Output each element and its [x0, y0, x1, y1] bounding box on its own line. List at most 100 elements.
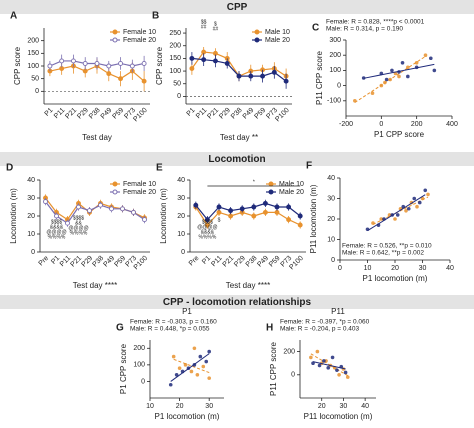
legend-marker [112, 29, 118, 35]
x-tick-label: 0 [338, 265, 342, 272]
point [383, 80, 387, 85]
stat-text: Female: R = 0.526, **p = 0.010 [342, 243, 432, 250]
y-tick-label: 20 [327, 216, 335, 223]
x-tick-label: 400 [446, 121, 458, 128]
legend-marker [254, 37, 260, 43]
point [106, 63, 112, 69]
point [426, 192, 430, 197]
point [393, 217, 397, 221]
point [335, 368, 339, 372]
point [404, 209, 408, 213]
point [397, 74, 401, 79]
y-axis-label: P11 locomotion (m) [309, 184, 318, 253]
x-tick-label: 30 [205, 403, 213, 410]
x-tick-label: 10 [146, 403, 154, 410]
x-tick-label: P49 [100, 107, 114, 121]
point [387, 213, 392, 217]
point [274, 209, 280, 215]
x-axis-label: Test day [82, 133, 112, 142]
x-tick-label: P1 [201, 255, 212, 266]
series-line [195, 202, 301, 221]
x-tick-label: P11 [195, 107, 208, 120]
point [286, 204, 292, 210]
y-tick-label: 40 [27, 177, 35, 184]
x-axis-label: P1 CPP score [374, 130, 425, 139]
regression-line [173, 358, 210, 374]
y-tick-label: 100 [27, 63, 39, 70]
annotation: &&&& [50, 224, 64, 230]
point [228, 213, 234, 219]
x-tick-label: P29 [233, 255, 247, 269]
y-tick-label: 50 [173, 81, 181, 88]
point [395, 213, 400, 217]
x-tick-label: P100 [288, 255, 305, 272]
x-axis-label: P1 locomotion (m) [155, 412, 220, 421]
point [109, 206, 114, 212]
point [120, 206, 125, 212]
x-tick-label: P29 [76, 107, 90, 121]
point [330, 355, 335, 360]
point [417, 200, 422, 205]
y-tick-label: 0 [31, 249, 35, 256]
x-tick-label: P1 [50, 255, 61, 266]
point [309, 355, 313, 360]
point [171, 354, 176, 359]
x-tick-label: P21 [222, 255, 236, 269]
x-tick-label: 40 [446, 265, 454, 272]
y-tick-label: 40 [177, 177, 185, 184]
legend-label: Female 20 [123, 189, 156, 196]
point [406, 206, 411, 211]
x-tick-label: P100 [274, 107, 291, 124]
point [94, 61, 100, 66]
x-axis-label: Test day ** [220, 133, 258, 142]
point [260, 73, 266, 79]
x-tick-label: P1 [186, 107, 197, 118]
annotation: $$$$ [202, 219, 213, 225]
point [271, 69, 277, 75]
point [204, 359, 209, 364]
point [195, 373, 200, 377]
point [189, 66, 195, 71]
y-tick-label: 150 [169, 55, 181, 62]
point [216, 204, 222, 210]
legend-marker [112, 181, 118, 187]
legend-label: Female 20 [123, 37, 156, 44]
stat-text: Male: R = 0.642, **p = 0.002 [342, 250, 424, 257]
point [390, 213, 395, 217]
panel-letter: B [152, 11, 159, 22]
point [192, 363, 197, 367]
series-line [45, 197, 145, 221]
y-tick-label: 200 [329, 52, 341, 59]
annotation: && [75, 220, 82, 226]
y-tick-label: 10 [177, 231, 185, 238]
point [361, 76, 366, 80]
series-line [45, 201, 145, 225]
point [201, 57, 207, 63]
point [207, 349, 211, 354]
x-tick-label: P11 [210, 255, 223, 268]
stat-text: Male: R = -0.204, p = 0.403 [280, 326, 360, 333]
point [106, 71, 112, 77]
y-tick-label: 30 [327, 195, 335, 202]
point [118, 61, 124, 66]
x-tick-label: P38 [245, 255, 259, 269]
y-tick-label: 0 [337, 82, 341, 89]
point [406, 74, 410, 79]
point [415, 204, 419, 209]
point [87, 208, 92, 214]
point [54, 213, 59, 219]
legend-marker [254, 29, 260, 35]
legend-label: Female 10 [123, 181, 156, 188]
point [59, 58, 65, 64]
point [382, 217, 386, 221]
point [251, 204, 257, 210]
point [43, 199, 48, 205]
x-tick-label: 20 [391, 265, 399, 272]
y-tick-label: 0 [181, 249, 185, 256]
x-tick-label: Pre [38, 255, 51, 268]
point [82, 61, 88, 66]
x-tick-label: 40 [361, 403, 369, 410]
point [326, 366, 331, 370]
point [423, 188, 428, 193]
